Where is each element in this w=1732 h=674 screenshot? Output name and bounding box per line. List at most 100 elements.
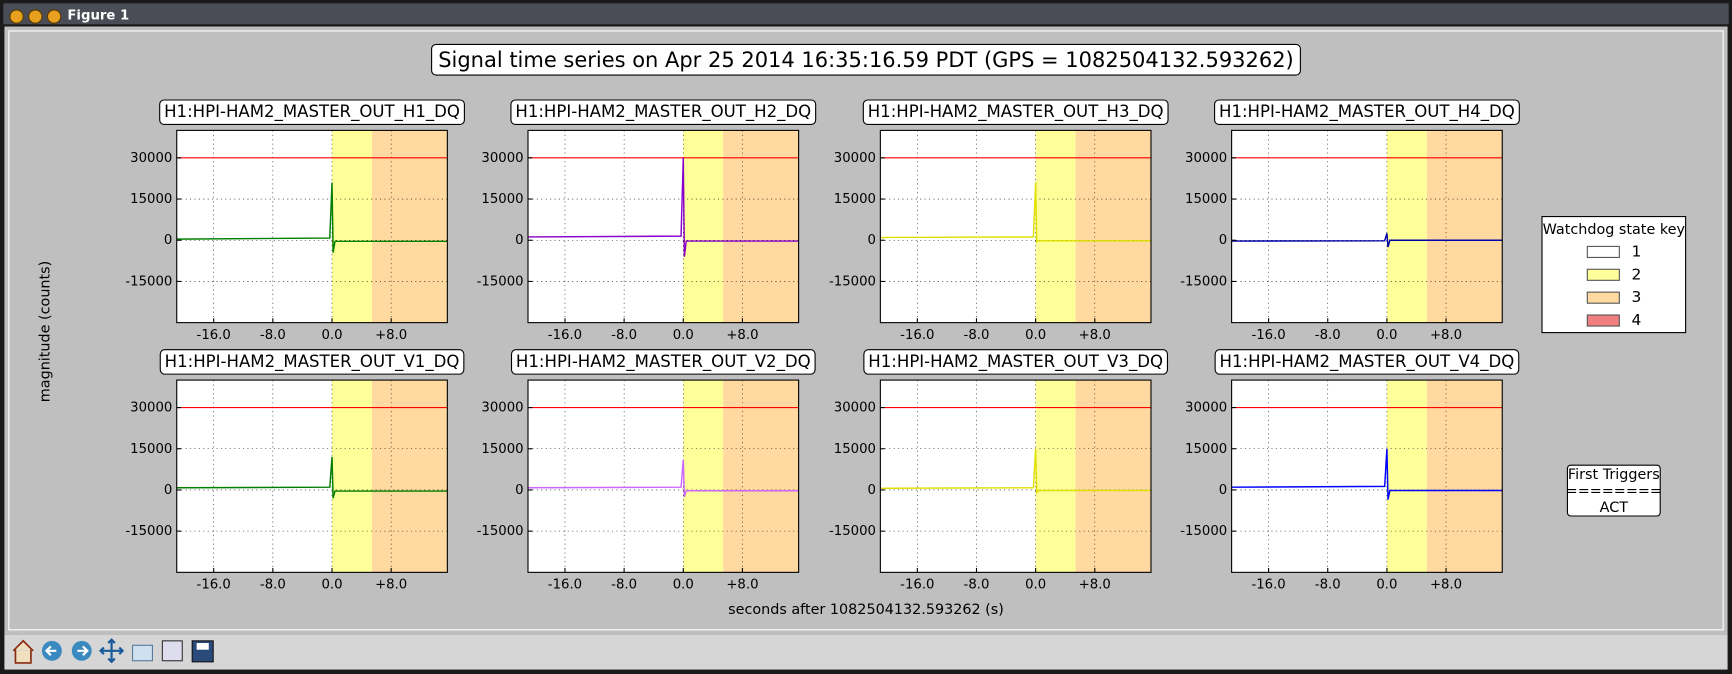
plot-content <box>527 380 799 573</box>
legend-title: Watchdog state key <box>1543 222 1686 238</box>
subplot-title-box <box>159 349 465 375</box>
x-tick-label: +8.0 <box>1079 328 1111 343</box>
signal-line <box>880 182 1151 243</box>
subplot: -16.0 -8.0 0.0 +8.0 -15000 0 15000 30000 H1:HPI-… <box>1180 349 1520 593</box>
zoom-button[interactable] <box>131 644 153 662</box>
x-tick-label: 0.0 <box>321 578 342 593</box>
back-arrow <box>44 645 57 656</box>
state-span <box>723 130 799 323</box>
x-tick-label: -16.0 <box>1251 328 1285 343</box>
close-button[interactable] <box>9 9 24 24</box>
y-tick-label: -15000 <box>477 274 524 289</box>
x-tick-label: -8.0 <box>964 328 990 343</box>
subplot-title-box <box>510 349 816 375</box>
legend: Watchdog state key 1 2 3 4 <box>1541 216 1687 334</box>
subplot-title-group: H1:HPI-HAM2_MASTER_OUT_V2_DQ <box>510 349 816 375</box>
subplot-title-group: H1:HPI-HAM2_MASTER_OUT_H1_DQ <box>159 99 465 125</box>
subplot-title-group: H1:HPI-HAM2_MASTER_OUT_H4_DQ <box>1214 99 1520 125</box>
legend-swatch <box>1586 291 1620 304</box>
subplot-title: H1:HPI-HAM2_MASTER_OUT_V2_DQ <box>516 352 811 372</box>
x-tick-label: -16.0 <box>900 578 934 593</box>
home-button[interactable] <box>12 639 34 664</box>
y-tick-label: -15000 <box>125 274 172 289</box>
signal-line <box>880 448 1151 495</box>
x-axis-label: seconds after 1082504132.593262 (s) <box>728 602 1004 618</box>
subplot-title-box <box>1214 99 1520 125</box>
subplot: -16.0 -8.0 0.0 +8.0 -15000 0 15000 30000 H1:HPI-… <box>125 349 465 593</box>
state-span <box>1426 130 1503 323</box>
y-tick-label: -15000 <box>1180 524 1227 539</box>
x-tick-label: -16.0 <box>1251 578 1285 593</box>
x-tick-label: 0.0 <box>321 328 342 343</box>
x-tick-label: 0.0 <box>1376 578 1397 593</box>
minimize-button[interactable] <box>28 9 43 24</box>
plot-content <box>880 380 1151 573</box>
pan-button[interactable] <box>98 638 125 664</box>
state-span <box>371 380 448 573</box>
state-span <box>371 130 448 323</box>
signal-line <box>527 459 799 498</box>
signal-line <box>1231 448 1503 500</box>
subplot: -16.0 -8.0 0.0 +8.0 -15000 0 15000 30000 H1:HPI-… <box>477 99 817 343</box>
maximize-button[interactable] <box>46 9 62 24</box>
x-tick-label: +8.0 <box>375 578 407 593</box>
axes-frame <box>176 379 448 573</box>
subplot: -16.0 -8.0 0.0 +8.0 -15000 0 15000 30000 H1:HPI-… <box>1180 99 1520 343</box>
figure-title-box <box>431 43 1301 76</box>
y-tick-label: 30000 <box>481 401 523 416</box>
y-tick-label: 30000 <box>130 401 172 416</box>
y-tick-label: 30000 <box>130 151 172 166</box>
subplot-title-group: H1:HPI-HAM2_MASTER_OUT_V3_DQ <box>863 349 1169 375</box>
legend-swatch <box>1586 268 1620 281</box>
x-tick-label: -8.0 <box>1315 578 1341 593</box>
subplot-title: H1:HPI-HAM2_MASTER_OUT_H4_DQ <box>1219 102 1515 122</box>
y-tick-label: -15000 <box>829 524 876 539</box>
plot-content <box>176 130 448 323</box>
subplot-title-box <box>863 349 1169 375</box>
x-tick-label: -8.0 <box>611 328 637 343</box>
state-span <box>1035 130 1076 323</box>
subplot-title-box <box>862 99 1169 125</box>
y-tick-label: 0 <box>1219 233 1227 248</box>
x-tick-label: -16.0 <box>197 328 231 343</box>
axes-frame <box>176 129 448 324</box>
y-tick-label: 0 <box>515 483 523 498</box>
subplot: -16.0 -8.0 0.0 +8.0 -15000 0 15000 30000 H1:HPI-… <box>829 349 1169 593</box>
legend-swatch <box>1586 314 1620 327</box>
y-tick-label: -15000 <box>829 274 876 289</box>
subplot-title-box <box>1214 349 1520 375</box>
subplot-title-box <box>159 99 465 125</box>
y-tick-label: 15000 <box>481 192 523 207</box>
y-tick-label: -15000 <box>477 524 524 539</box>
y-tick-label: 30000 <box>834 401 876 416</box>
subplot: -16.0 -8.0 0.0 +8.0 -15000 0 15000 30000 H1:HPI-… <box>477 349 816 593</box>
y-tick-label: 15000 <box>834 192 876 207</box>
y-tick-label: 30000 <box>1185 401 1227 416</box>
subplot-title-group: H1:HPI-HAM2_MASTER_OUT_V1_DQ <box>159 349 465 375</box>
annotation-line: ======== <box>1566 484 1662 500</box>
axes-frame <box>1231 129 1503 324</box>
subplot-title: H1:HPI-HAM2_MASTER_OUT_H1_DQ <box>164 102 460 122</box>
x-tick-label: 0.0 <box>673 328 694 343</box>
state-span <box>1075 380 1151 573</box>
legend-label: 2 <box>1631 265 1641 283</box>
state-span <box>332 380 372 573</box>
y-axis-label: magnitude (counts) <box>37 261 53 402</box>
plot-content <box>527 130 799 323</box>
y-tick-label: 15000 <box>1185 192 1227 207</box>
axes-frame <box>527 379 800 573</box>
x-tick-label: -16.0 <box>548 328 582 343</box>
plot-content <box>880 130 1151 323</box>
subplot-title: H1:HPI-HAM2_MASTER_OUT_V3_DQ <box>868 352 1163 372</box>
annotation-box <box>1566 464 1661 517</box>
axes-frame <box>1231 379 1503 573</box>
subplots-button[interactable] <box>161 640 183 662</box>
x-tick-label: 0.0 <box>673 578 694 593</box>
window-title: Figure 1 <box>67 8 129 23</box>
state-span <box>683 130 724 323</box>
subplot-title: H1:HPI-HAM2_MASTER_OUT_H2_DQ <box>515 102 811 122</box>
y-tick-label: 0 <box>868 233 876 248</box>
x-tick-label: -8.0 <box>1315 328 1341 343</box>
axes-frame <box>879 129 1152 324</box>
x-tick-label: +8.0 <box>1430 578 1462 593</box>
